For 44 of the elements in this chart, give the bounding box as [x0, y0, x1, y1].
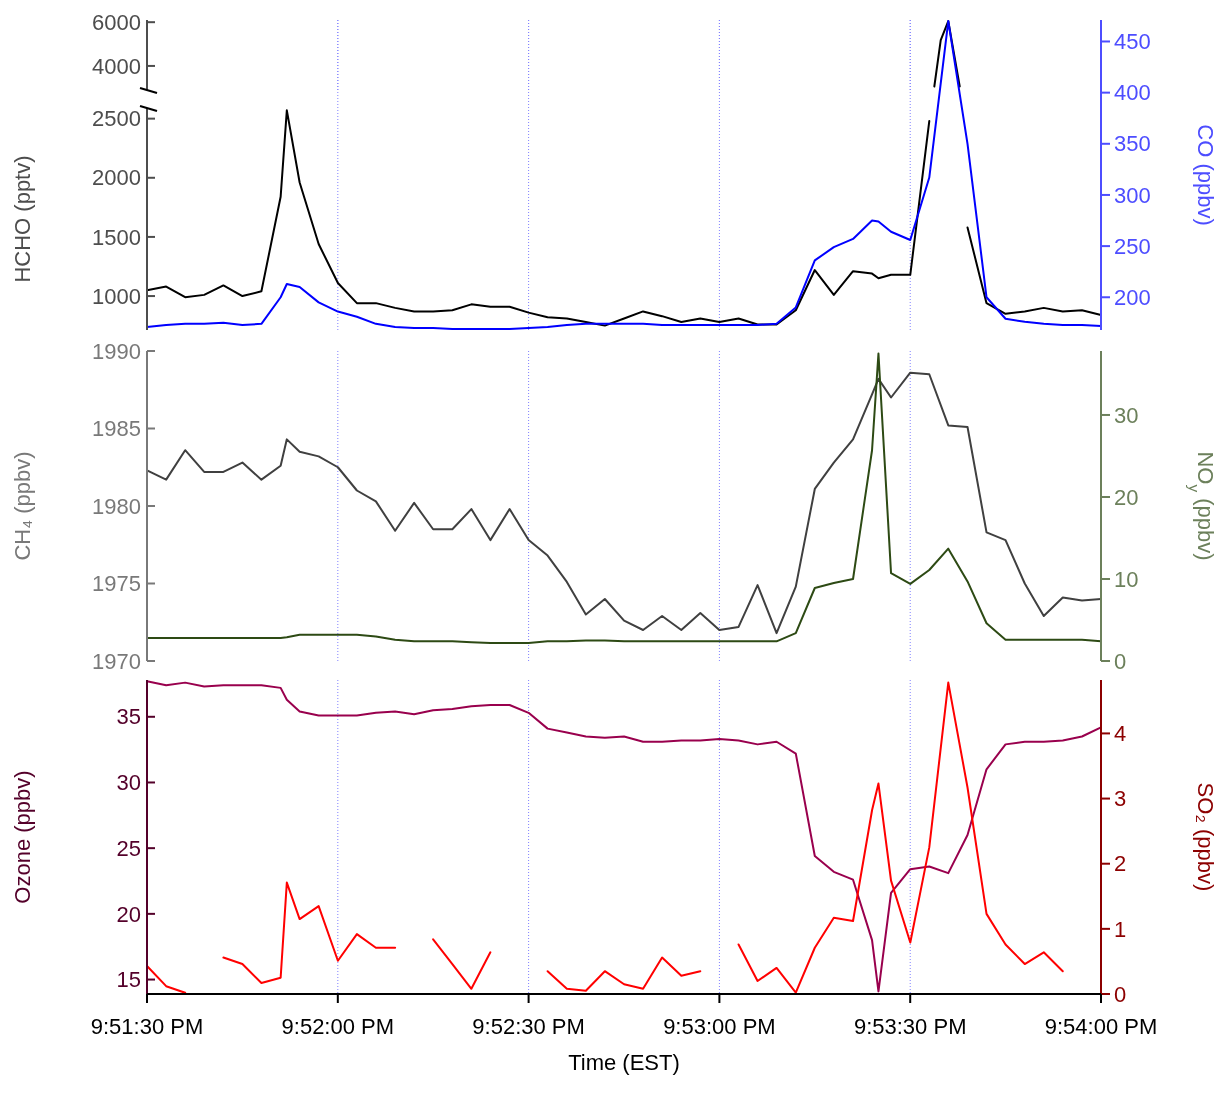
y-tick-label: 1980	[92, 493, 141, 519]
y2-tick-label: 2	[1114, 851, 1127, 877]
y2-tick-label: 0	[1114, 648, 1127, 674]
y-axis-title: CH₄ (ppbv)	[10, 451, 35, 561]
x-tick-label: 9:53:00 PM	[663, 1014, 776, 1039]
y2-tick-label: 30	[1114, 402, 1139, 428]
y-tick-label: 35	[116, 704, 141, 730]
line-series	[146, 20, 1102, 330]
y-tick-label: 25	[116, 835, 141, 861]
y2-axis-title: SO₂ (ppbv)	[1193, 782, 1218, 892]
y-tick-label: 1970	[92, 648, 141, 674]
x-tick-label: 9:52:00 PM	[281, 1014, 395, 1039]
y-axis-title: Ozone (ppbv)	[10, 770, 35, 904]
y2-tick-label: 450	[1114, 29, 1151, 55]
y2-tick-label: 10	[1114, 566, 1139, 592]
y-tick-label: 1000	[92, 283, 141, 309]
y2-tick-label: 300	[1114, 182, 1151, 208]
x-tick-label: 9:54:00 PM	[1044, 1014, 1158, 1039]
y2-tick-label: 400	[1114, 80, 1151, 106]
y-tick-label: 1500	[92, 224, 141, 250]
x-tick-label: 9:52:30 PM	[472, 1014, 585, 1039]
y-axis-title: HCHO (pptv)	[10, 155, 35, 283]
y-tick-label: 30	[116, 770, 141, 796]
y-tick-label: 1990	[92, 338, 141, 364]
y2-tick-label: 1	[1114, 916, 1127, 942]
y2-tick-label: 4	[1114, 721, 1127, 747]
y-tick-label: 20	[116, 901, 141, 927]
y2-tick-label: 0	[1114, 981, 1127, 1007]
y2-axis-title: CO (ppbv)	[1193, 124, 1218, 226]
y-tick-label: 2000	[92, 165, 141, 191]
x-axis-title: Time (EST)	[568, 1050, 680, 1075]
y2-tick-label: 250	[1114, 233, 1151, 259]
y2-tick-label: 200	[1114, 284, 1151, 310]
y2-tick-label: 350	[1114, 131, 1151, 157]
y2-tick-label: 20	[1114, 484, 1139, 510]
x-tick-label: 9:51:30 PM	[90, 1014, 204, 1039]
x-tick-label: 9:53:30 PM	[853, 1014, 967, 1039]
y-tick-label: 1975	[92, 571, 141, 597]
y-tick-label: 1985	[92, 416, 141, 442]
y-tick-label: 4000	[92, 53, 141, 79]
y2-tick-label: 3	[1114, 786, 1127, 812]
y-tick-label: 15	[116, 967, 141, 993]
y-tick-label: 6000	[92, 9, 141, 35]
y-tick-label: 2500	[92, 106, 141, 132]
